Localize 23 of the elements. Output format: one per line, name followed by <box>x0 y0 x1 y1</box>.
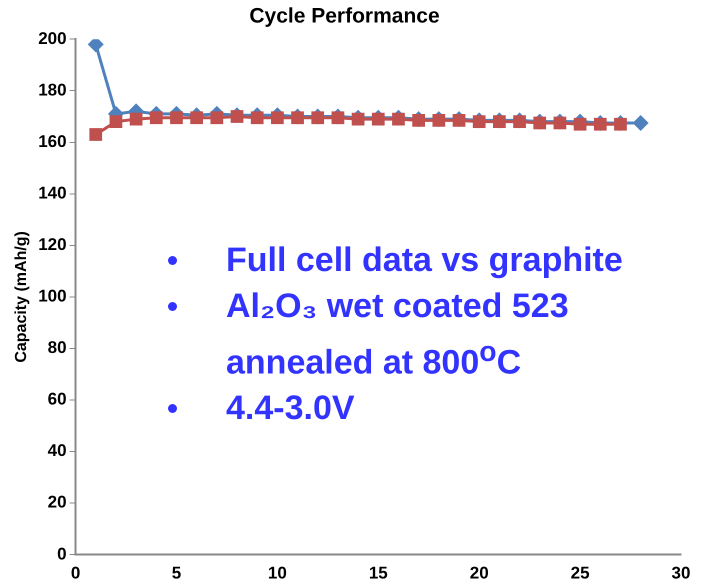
x-tick-label: 15 <box>368 563 388 582</box>
x-tick-label: 20 <box>470 563 489 582</box>
y-axis-title: Capacity (mAh/g) <box>13 231 30 363</box>
x-tick-label: 30 <box>672 563 690 582</box>
y-tick-label: 20 <box>48 492 67 512</box>
y-tick-label: 100 <box>38 286 67 306</box>
annotation: Full cell data vs graphite <box>226 240 624 281</box>
x-tick-label: 25 <box>570 563 590 582</box>
y-tick-label: 120 <box>38 235 67 254</box>
y-tick-label: 180 <box>38 80 67 100</box>
y-tick-label: 40 <box>48 441 67 460</box>
y-tick-label: 140 <box>38 184 67 203</box>
annotation: Al₂O₃ wet coated 523 annealed at 800$^{o}$C <box>226 286 570 384</box>
y-tick-label: 80 <box>48 338 67 358</box>
y-tick-label: 200 <box>38 28 67 48</box>
chart-title: Cycle Performance <box>249 4 440 28</box>
x-tick-label: 10 <box>268 563 287 582</box>
y-tick-label: 160 <box>38 132 67 151</box>
annotation: 4.4-3.0V <box>226 388 356 430</box>
y-tick-label: 0 <box>57 544 67 564</box>
x-tick-label: 5 <box>172 563 182 582</box>
x-tick-label: 0 <box>70 563 80 582</box>
y-tick-label: 60 <box>48 390 67 409</box>
